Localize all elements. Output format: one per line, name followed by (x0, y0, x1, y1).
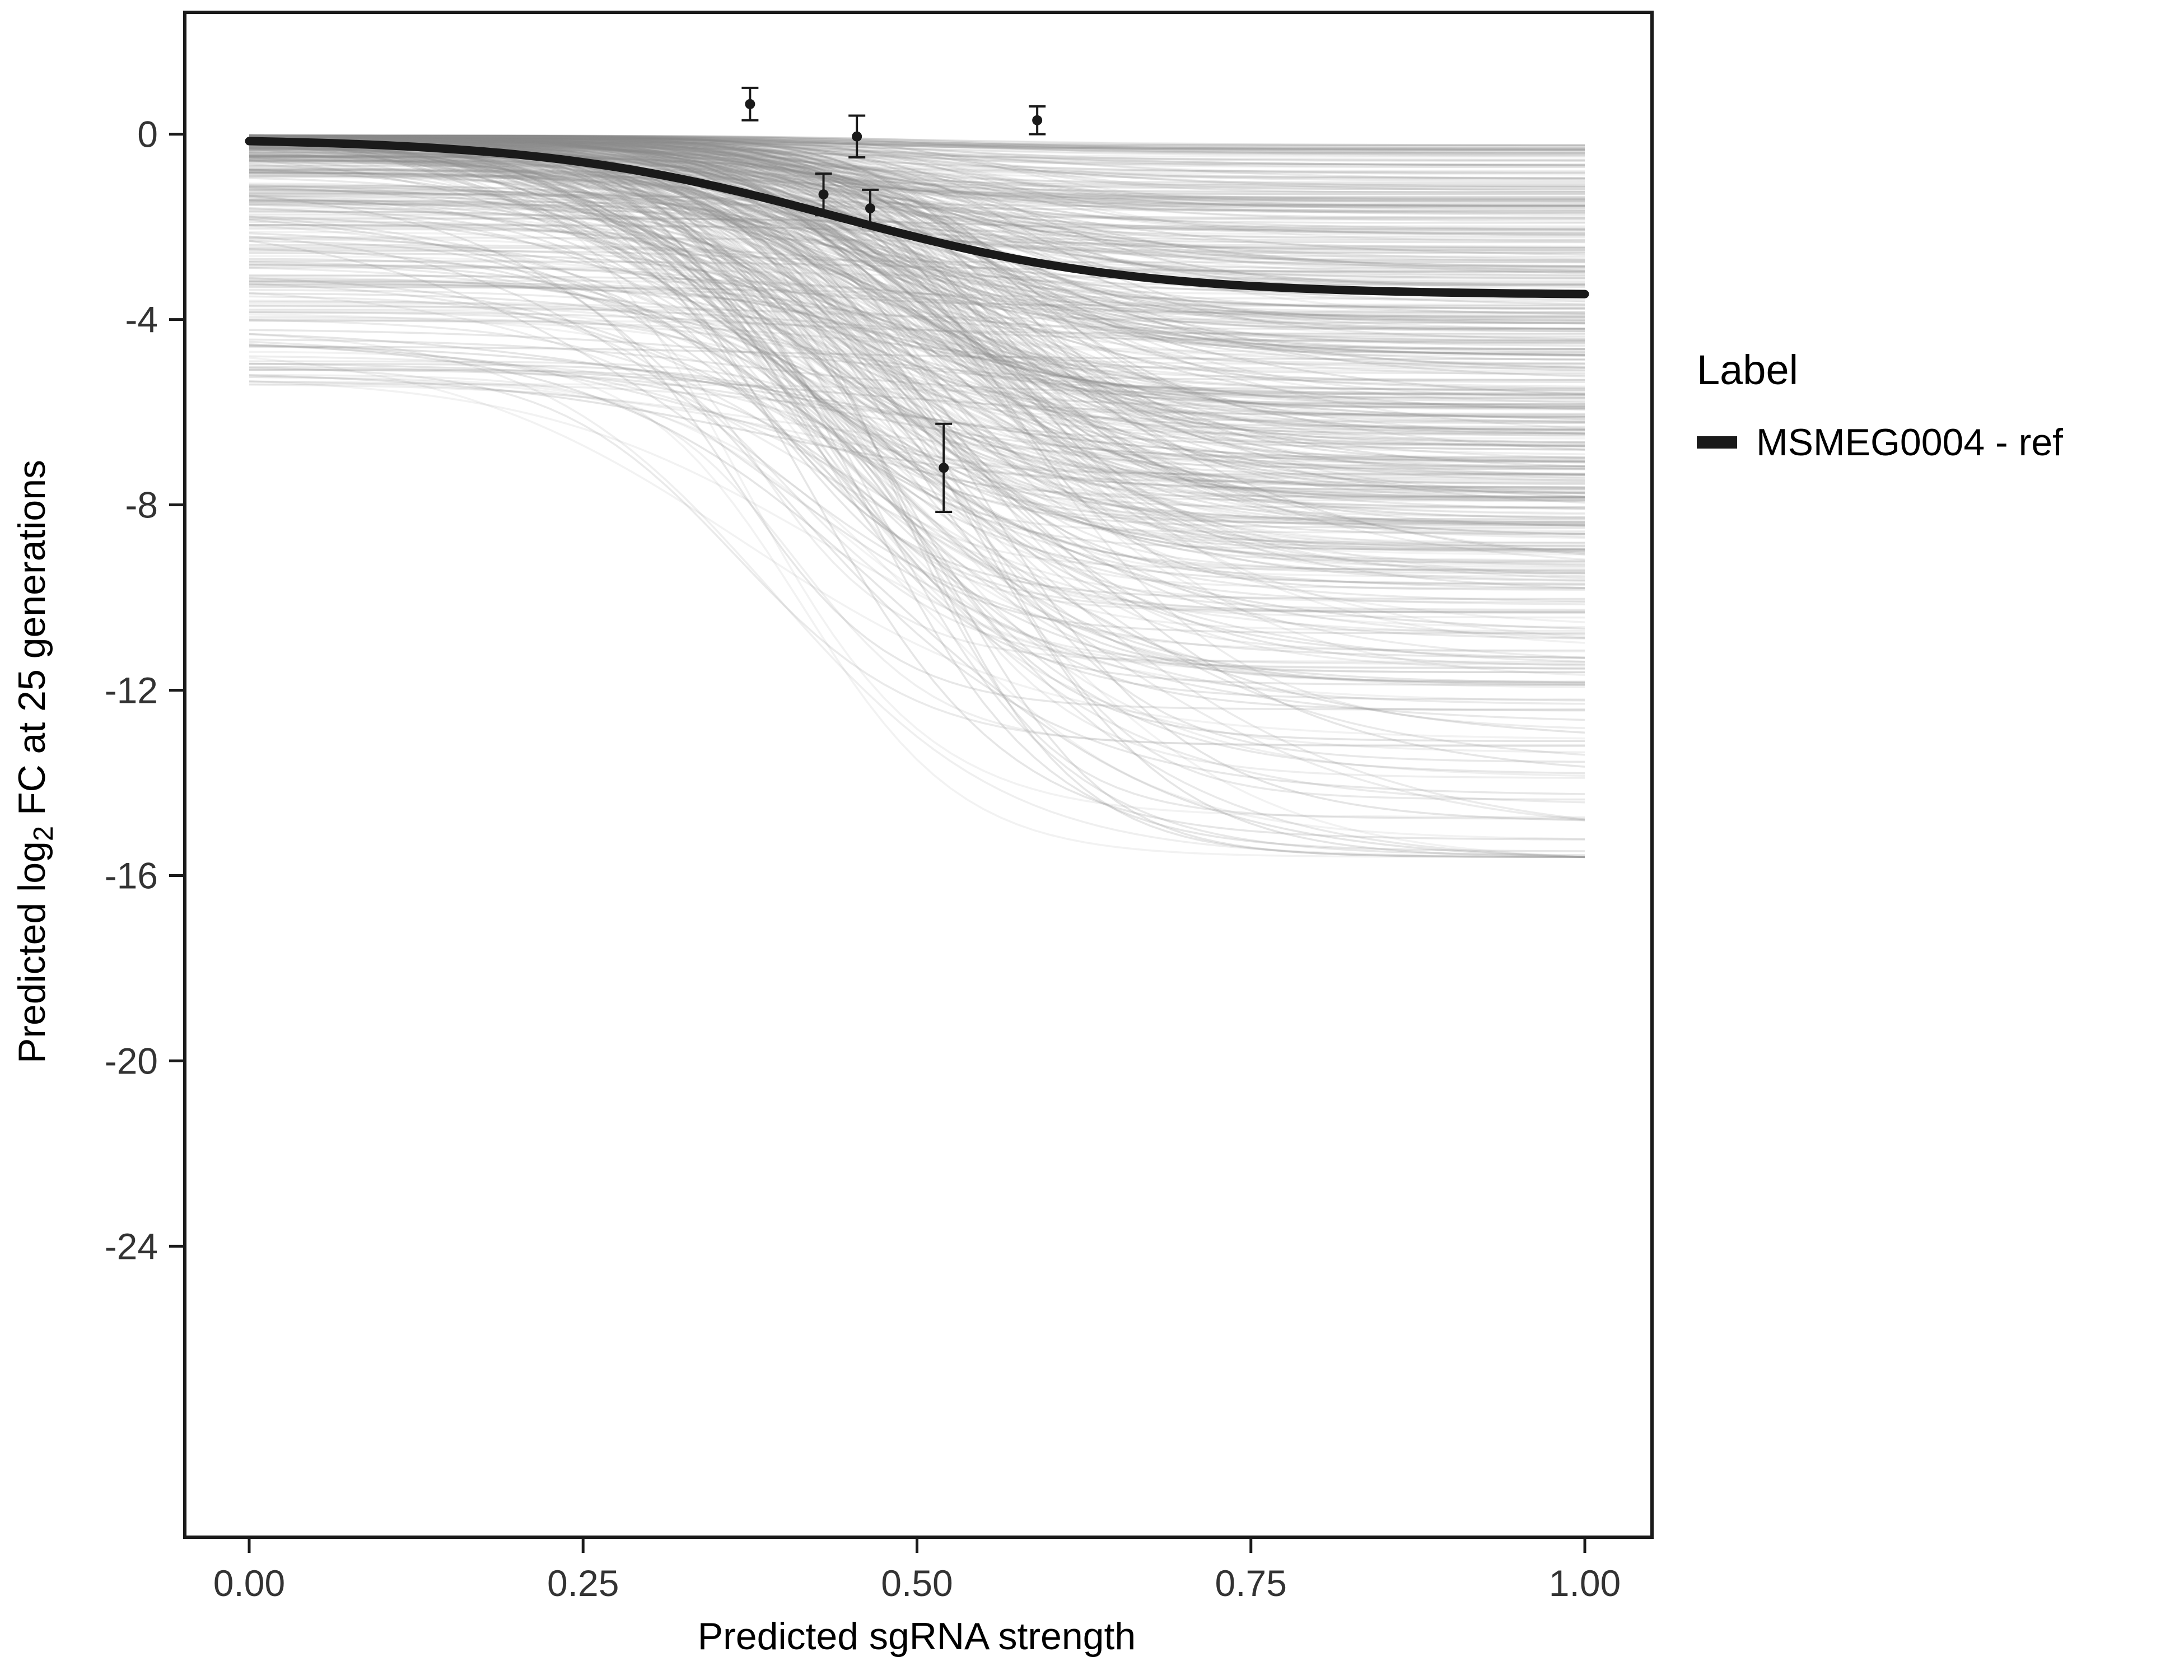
y-tick-label: -4 (125, 299, 158, 340)
legend-entry-label: MSMEG0004 - ref (1756, 421, 2063, 464)
y-axis-title-subscript: 2 (28, 825, 59, 842)
y-tick-label: -8 (125, 484, 158, 526)
plot-area (245, 86, 1589, 858)
panel-border (183, 11, 1654, 1539)
y-axis-title-post: FC at 25 generations (11, 459, 54, 826)
data-point (745, 99, 755, 109)
legend: Label MSMEG0004 - ref (1697, 346, 2063, 464)
x-tick-label: 1.00 (1549, 1562, 1621, 1604)
x-axis-title: Predicted sgRNA strength (697, 1615, 1136, 1658)
data-point (1032, 115, 1043, 125)
y-axis-title-pre: Predicted log (11, 841, 54, 1064)
x-tick-label: 0.75 (1215, 1562, 1287, 1604)
legend-title: Label (1697, 347, 1799, 393)
y-tick-label: -12 (105, 669, 158, 711)
y-tick-label: -16 (105, 855, 158, 896)
data-point (939, 463, 949, 473)
legend-entry: MSMEG0004 - ref (1697, 421, 2063, 464)
data-points (741, 86, 1046, 513)
y-tick-label: -20 (105, 1040, 158, 1081)
legend-key-line (1697, 436, 1737, 449)
y-axis-title: Predicted log2 FC at 25 generations (10, 460, 59, 1063)
axis-ticks: 0.00 0.25 0.50 0.75 1.00 0 -4 -8 -12 -16 -20 -24 (105, 114, 1621, 1604)
data-point (852, 131, 862, 142)
x-tick-label: 0.50 (881, 1562, 953, 1604)
reference-curve (245, 137, 1589, 298)
y-tick-label: -24 (105, 1225, 158, 1267)
data-point (818, 189, 829, 200)
x-tick-label: 0.00 (213, 1562, 285, 1604)
ensemble-curves (249, 134, 1585, 858)
data-point (865, 203, 876, 213)
y-tick-label: 0 (137, 114, 158, 155)
x-tick-label: 0.25 (547, 1562, 619, 1604)
